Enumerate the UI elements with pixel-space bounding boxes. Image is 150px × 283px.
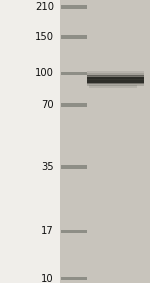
Bar: [60, 0, 150, 283]
Bar: [61, 5, 87, 9]
Bar: [61, 277, 87, 280]
Bar: [87, 73, 144, 76]
Bar: [87, 75, 144, 79]
Text: 100: 100: [35, 68, 54, 78]
Bar: [61, 165, 87, 169]
Text: 35: 35: [41, 162, 54, 172]
Text: 70: 70: [41, 100, 54, 110]
Bar: [61, 103, 87, 107]
Text: 17: 17: [41, 226, 54, 236]
Bar: [61, 230, 87, 233]
Text: 150: 150: [35, 32, 54, 42]
Bar: [0, 0, 60, 283]
Bar: [87, 80, 144, 84]
Bar: [61, 72, 87, 75]
Bar: [88, 85, 137, 88]
Text: 10: 10: [41, 274, 54, 283]
Bar: [87, 77, 144, 83]
Text: 210: 210: [35, 2, 54, 12]
Bar: [61, 35, 87, 39]
Bar: [87, 83, 144, 86]
Bar: [87, 71, 144, 74]
